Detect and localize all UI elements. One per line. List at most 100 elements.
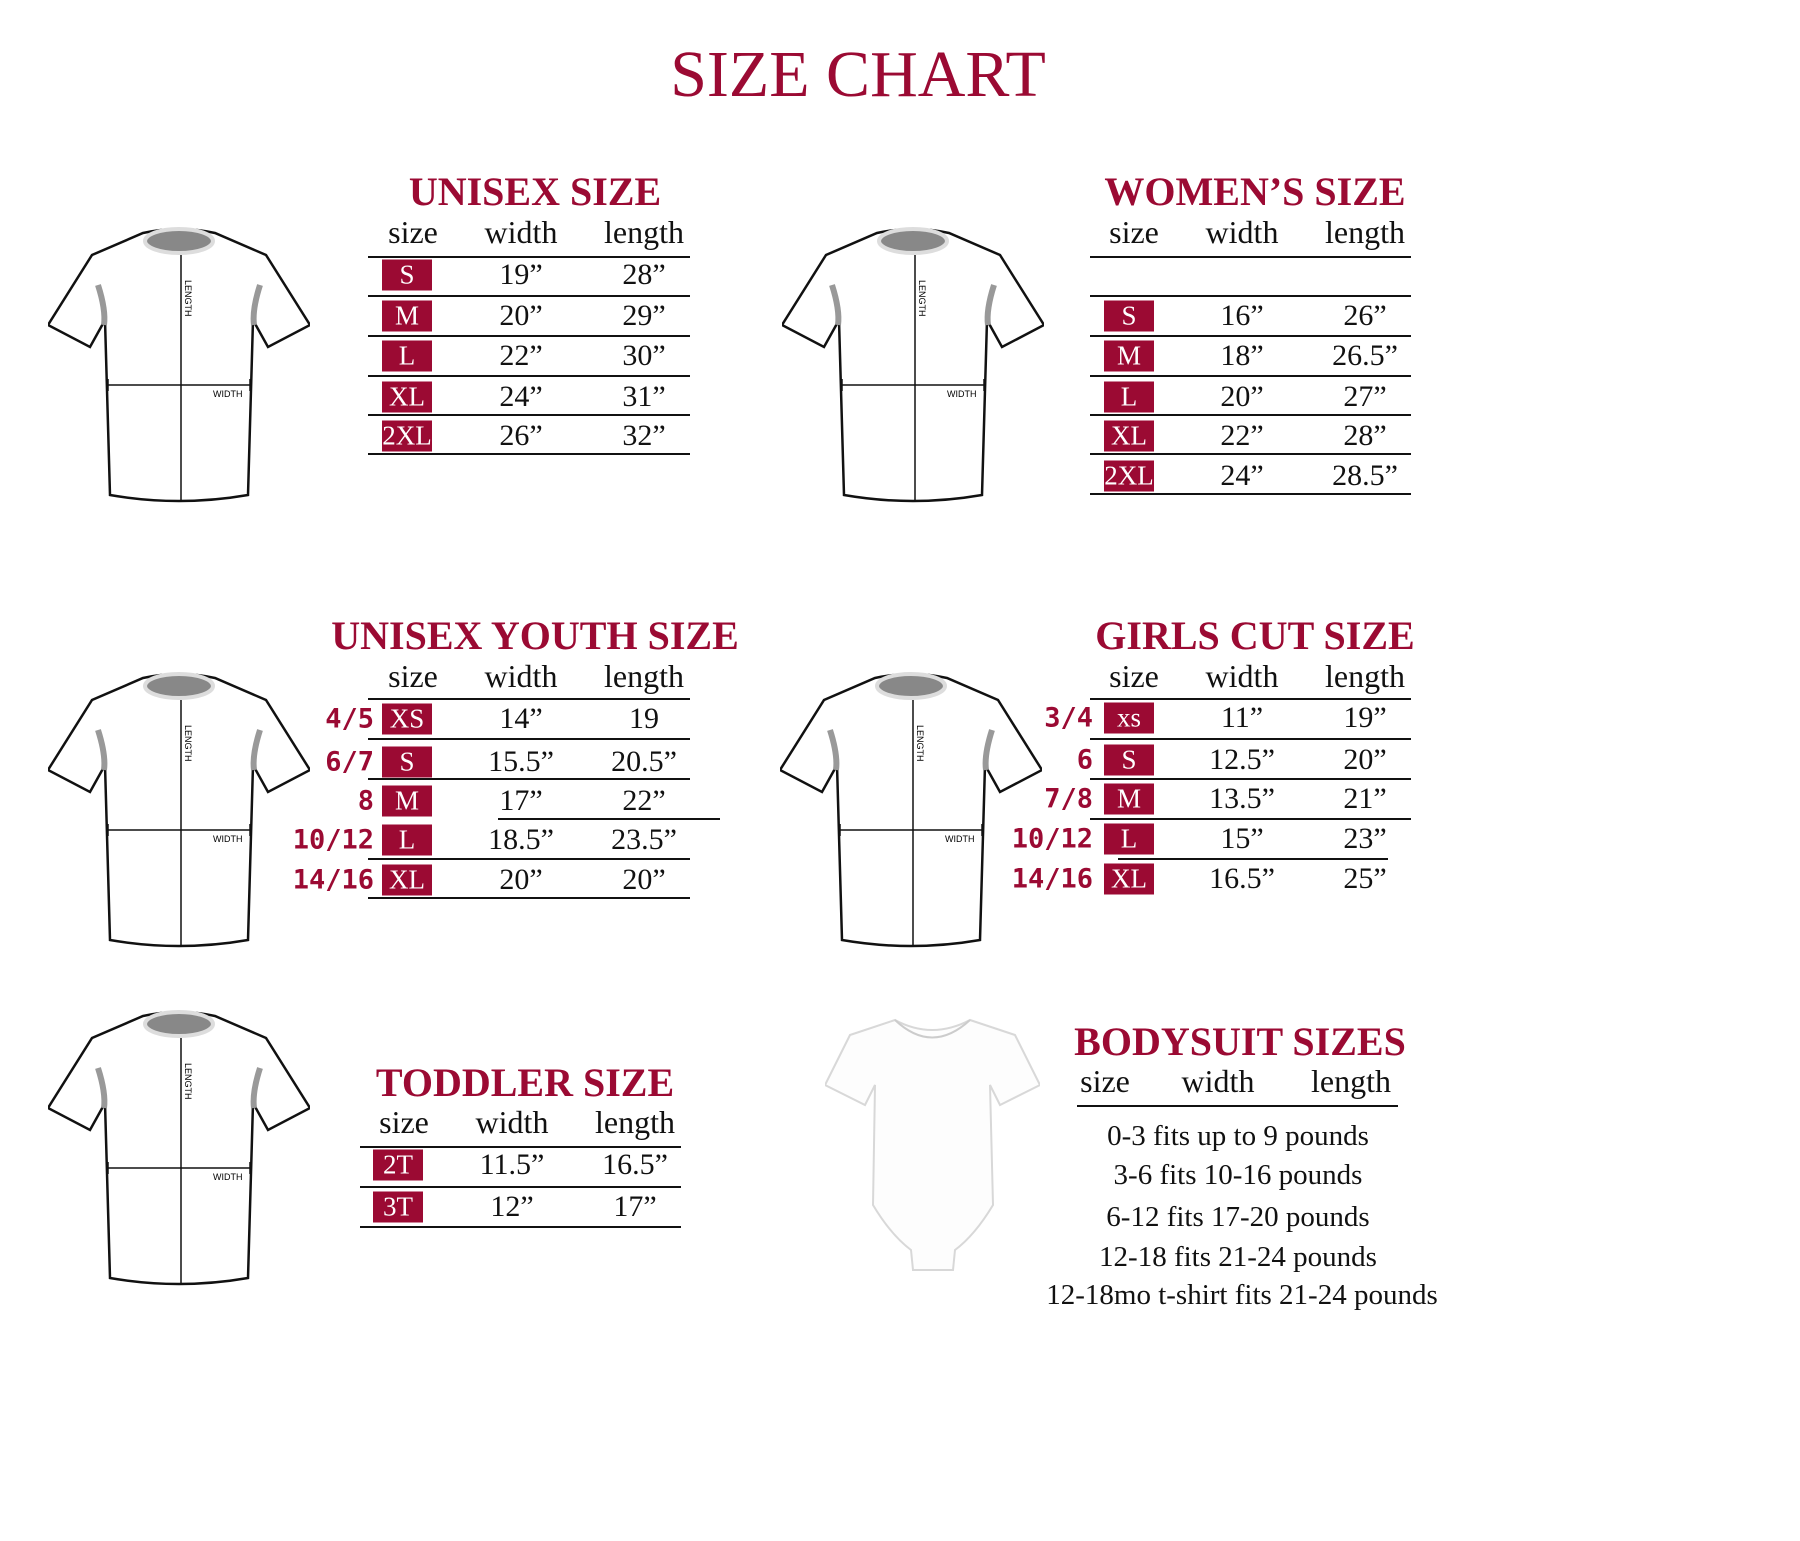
length-value: 28” [622, 258, 666, 291]
row-divider [1118, 858, 1388, 860]
row-divider [368, 453, 690, 455]
length-value: 32” [622, 419, 666, 452]
row-divider [1090, 818, 1411, 820]
row-divider [1090, 453, 1411, 455]
row-divider [1090, 295, 1411, 297]
column-header: length [1311, 1063, 1391, 1099]
size-badge: M [382, 300, 432, 332]
age-label: 8 [357, 785, 374, 817]
width-value: 17” [499, 784, 543, 817]
size-badge: M [382, 785, 432, 817]
width-value: 18” [1220, 339, 1264, 372]
size-badge: 2XL [1104, 460, 1154, 492]
size-badge: XS [382, 703, 432, 735]
width-label: WIDTH [945, 834, 975, 844]
womens-title: WOMEN’S SIZE [1104, 169, 1406, 214]
width-value: 15” [1220, 822, 1264, 855]
length-label: LENGTH [917, 280, 927, 317]
length-value: 23” [1343, 822, 1387, 855]
size-badge: M [1104, 340, 1154, 372]
width-value: 18.5” [488, 823, 554, 856]
width-value: 22” [499, 339, 543, 372]
bodysuit-image [825, 1018, 1040, 1271]
width-label: WIDTH [213, 834, 243, 844]
size-badge: xs [1104, 702, 1154, 734]
width-value: 15.5” [488, 745, 554, 778]
column-header: length [604, 214, 684, 250]
bodysuit-title: BODYSUIT SIZES [1074, 1019, 1406, 1064]
row-divider [1090, 256, 1411, 258]
width-value: 20” [499, 863, 543, 896]
length-value: 23.5” [611, 823, 677, 856]
length-value: 20.5” [611, 745, 677, 778]
column-header: width [484, 658, 558, 694]
length-value: 20” [1343, 743, 1387, 776]
row-divider [368, 295, 690, 297]
column-header: width [1205, 658, 1279, 694]
column-header: size [379, 1104, 429, 1140]
row-divider [368, 698, 690, 700]
row-divider [368, 897, 690, 899]
length-value: 16.5” [602, 1148, 668, 1181]
row-divider [368, 858, 690, 860]
row-divider [368, 375, 690, 377]
age-label: 14/16 [292, 864, 374, 896]
width-value: 11” [1220, 701, 1264, 734]
length-value: 17” [613, 1190, 657, 1223]
row-divider [360, 1146, 681, 1148]
length-value: 30” [622, 339, 666, 372]
width-label: WIDTH [213, 1172, 243, 1182]
size-badge: XL [382, 864, 432, 896]
width-value: 22” [1220, 419, 1264, 452]
length-value: 26” [1343, 299, 1387, 332]
column-header: size [388, 658, 438, 694]
length-label: LENGTH [183, 725, 193, 762]
length-value: 21” [1343, 782, 1387, 815]
column-header: length [595, 1104, 675, 1140]
age-label: 7/8 [1044, 783, 1093, 815]
row-divider [360, 1226, 681, 1228]
row-divider [1090, 414, 1411, 416]
tshirt-diagram: LENGTH WIDTH [782, 227, 1044, 503]
length-value: 20” [622, 863, 666, 896]
length-value: 19 [629, 702, 659, 735]
youth-title: UNISEX YOUTH SIZE [331, 613, 739, 658]
width-value: 16.5” [1209, 862, 1275, 895]
length-value: 29” [622, 299, 666, 332]
toddler-title: TODDLER SIZE [375, 1060, 675, 1105]
unisex-title: UNISEX SIZE [408, 169, 662, 214]
width-label: WIDTH [213, 389, 243, 399]
tshirt-diagram: LENGTH WIDTH [48, 672, 310, 948]
age-label: 3/4 [1044, 702, 1093, 734]
column-header: width [1205, 214, 1279, 250]
length-value: 19” [1343, 701, 1387, 734]
row-divider [1090, 778, 1411, 780]
length-value: 28” [1343, 419, 1387, 452]
size-badge: XL [1104, 863, 1154, 895]
length-value: 27” [1343, 380, 1387, 413]
size-badge: XL [382, 381, 432, 413]
row-divider [368, 778, 690, 780]
width-value: 16” [1220, 299, 1264, 332]
size-badge: 2T [373, 1149, 423, 1181]
width-value: 24” [499, 380, 543, 413]
width-value: 12.5” [1209, 743, 1275, 776]
row-divider [368, 256, 690, 258]
size-badge: 2XL [382, 420, 432, 452]
size-badge: L [382, 824, 432, 856]
size-badge: L [1104, 823, 1154, 855]
age-label: 10/12 [1011, 823, 1093, 855]
width-value: 19” [499, 258, 543, 291]
row-divider [368, 335, 690, 337]
bodysuit-size-line: 0-3 fits up to 9 pounds [1107, 1120, 1369, 1152]
row-divider [368, 738, 690, 740]
age-label: 6 [1076, 744, 1093, 776]
size-badge: S [1104, 744, 1154, 776]
width-value: 12” [490, 1190, 534, 1223]
length-value: 26.5” [1332, 339, 1398, 372]
length-label: LENGTH [915, 725, 925, 762]
size-badge: M [1104, 783, 1154, 815]
column-header: width [475, 1104, 549, 1140]
row-divider [1090, 335, 1411, 337]
